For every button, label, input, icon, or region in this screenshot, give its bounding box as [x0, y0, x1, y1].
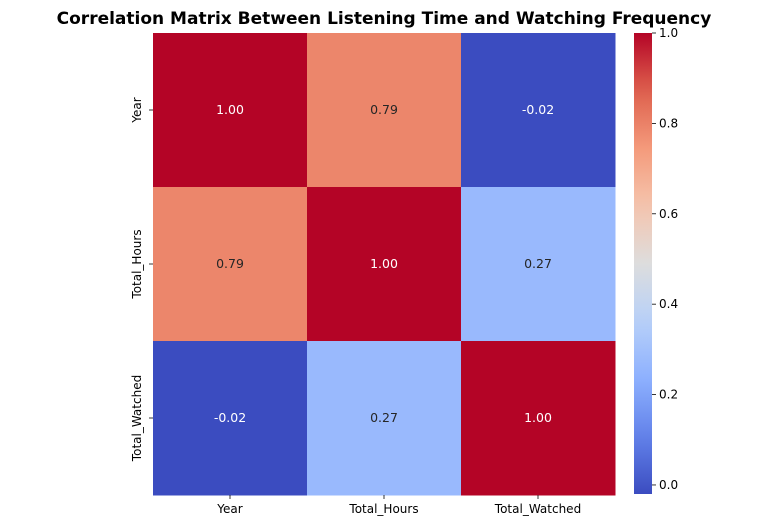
chart-title: Correlation Matrix Between Listening Tim…: [57, 9, 712, 29]
cell-annotation: -0.02: [214, 410, 246, 425]
heatmap-cell: [461, 187, 616, 342]
y-tick-label: Total_Watched: [130, 375, 144, 462]
colorbar-tick-label: 0.8: [659, 116, 678, 130]
heatmap-cell: [307, 187, 462, 342]
cell-annotation: 0.79: [216, 256, 244, 271]
colorbar-tick-label: 0.0: [659, 478, 678, 492]
heatmap-cell: [153, 341, 308, 496]
x-tick-label: Year: [216, 502, 242, 516]
x-tick-label: Total_Watched: [494, 502, 581, 516]
heatmap-cell: [307, 33, 462, 188]
cell-annotation: -0.02: [522, 102, 554, 117]
y-tick-label: Year: [130, 97, 144, 123]
heatmap-cells: [153, 33, 616, 496]
colorbar-tick-label: 0.2: [659, 388, 678, 402]
colorbar: 0.0 0.2 0.4 0.6 0.8 1.0: [634, 26, 678, 494]
heatmap-cell: [153, 187, 308, 342]
colorbar-gradient: [634, 33, 652, 494]
cell-annotation: 1.00: [216, 102, 244, 117]
heatmap-cell: [307, 341, 462, 496]
heatmap-cell: [461, 341, 616, 496]
cell-annotation: 1.00: [370, 256, 398, 271]
cell-annotation: 0.79: [370, 102, 398, 117]
y-tick-label: Total_Hours: [130, 229, 144, 299]
cell-annotation: 1.00: [524, 410, 552, 425]
colorbar-tick-label: 1.0: [659, 26, 678, 40]
colorbar-tick-label: 0.4: [659, 297, 678, 311]
colorbar-tick-label: 0.6: [659, 207, 678, 221]
x-axis: Year Total_Hours Total_Watched: [216, 495, 581, 516]
x-tick-label: Total_Hours: [348, 502, 418, 516]
cell-annotations: 1.00 0.79 -0.02 0.79 1.00 0.27 -0.02 0.27 1.00: [214, 102, 554, 425]
cell-annotation: 0.27: [370, 410, 398, 425]
heatmap-cell: [461, 33, 616, 188]
heatmap-cell: [153, 33, 308, 188]
cell-annotation: 0.27: [524, 256, 552, 271]
y-axis: Year Total_Hours Total_Watched: [130, 97, 153, 462]
